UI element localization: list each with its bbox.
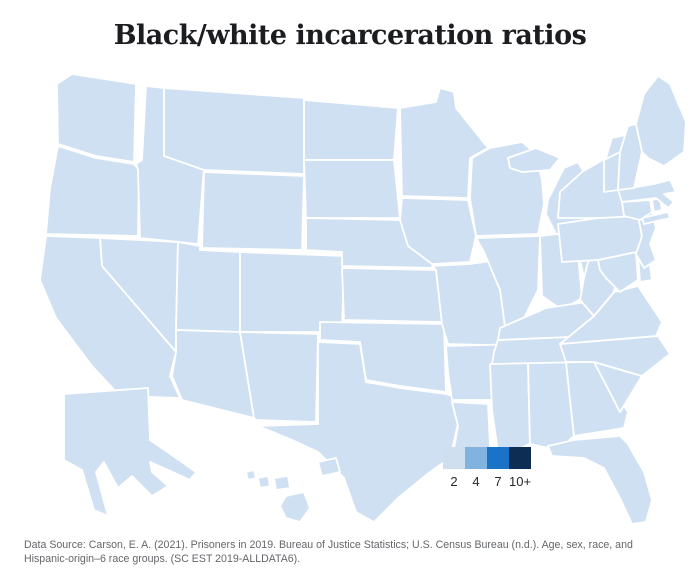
legend-swatch-10plus — [509, 447, 531, 469]
legend-swatch-4 — [465, 447, 487, 469]
state-tx — [257, 341, 459, 523]
state-me — [635, 75, 687, 167]
state-ms — [489, 361, 531, 453]
state-nm — [239, 331, 319, 423]
legend: 2 4 7 10+ — [443, 447, 563, 489]
state-mn — [399, 87, 489, 199]
legend-label-10plus: 10+ — [509, 474, 532, 489]
state-wa — [56, 73, 137, 163]
state-ca — [39, 235, 181, 399]
state-ak — [63, 387, 197, 517]
legend-label-7: 7 — [494, 474, 502, 489]
state-hi-island-1 — [245, 469, 257, 481]
state-nd — [303, 99, 399, 161]
legend-swatches — [443, 447, 563, 469]
state-hi-island-5 — [279, 491, 311, 523]
state-co — [239, 251, 345, 333]
legend-labels: 2 4 7 10+ — [443, 474, 563, 489]
state-mt — [163, 87, 305, 175]
state-hi-island-2 — [257, 475, 271, 489]
state-hi-island-3 — [273, 475, 291, 491]
legend-label-2: 2 — [450, 474, 458, 489]
state-hi-island-4 — [317, 457, 341, 477]
state-wy — [201, 171, 305, 251]
legend-label-4: 4 — [472, 474, 480, 489]
state-nc — [559, 335, 671, 377]
state-ma — [617, 179, 677, 209]
legend-swatch-2 — [443, 447, 465, 469]
page-title: Black/white incarceration ratios — [113, 20, 587, 51]
state-ct — [621, 199, 653, 221]
legend-swatch-7 — [487, 447, 509, 469]
state-ok — [319, 321, 447, 393]
state-ny-long-island — [641, 211, 671, 225]
source-note: Data Source: Carson, E. A. (2021). Priso… — [24, 539, 633, 566]
state-mi-upper-peninsula — [507, 147, 561, 173]
state-ut — [175, 241, 241, 333]
state-ia — [399, 197, 477, 265]
state-sd — [303, 159, 401, 219]
state-ks — [341, 267, 443, 323]
state-fl — [547, 435, 653, 525]
